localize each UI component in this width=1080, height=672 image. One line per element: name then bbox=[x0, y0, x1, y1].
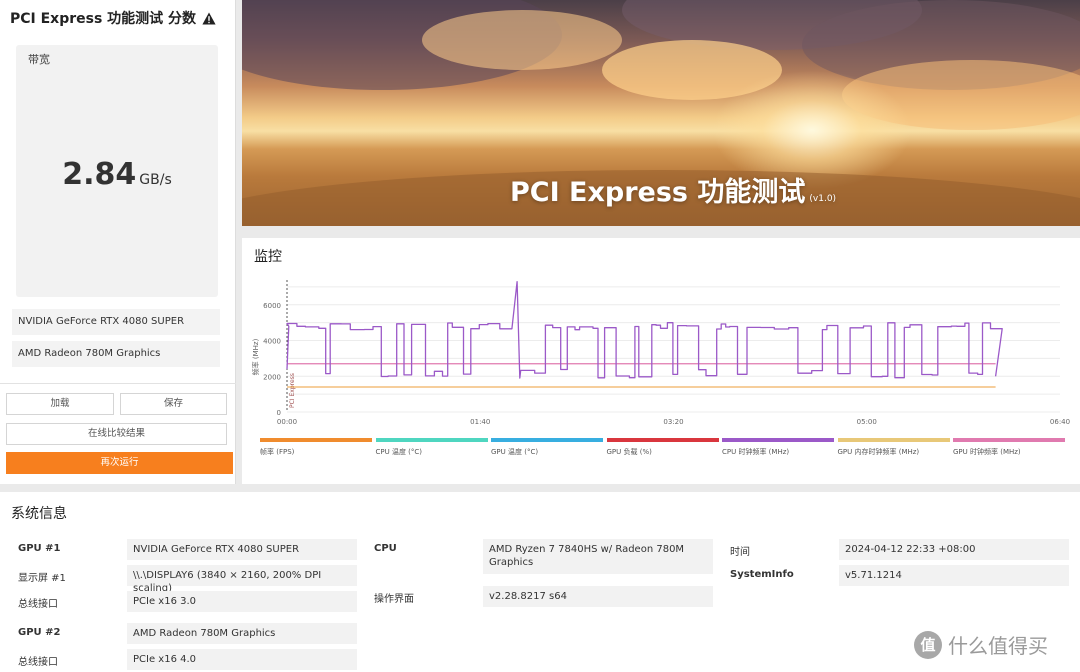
gpu1-value: NVIDIA GeForce RTX 4080 SUPER bbox=[127, 539, 357, 560]
interface-label: 操作界面 bbox=[374, 594, 414, 605]
y-tick-label: 0 bbox=[277, 409, 281, 417]
bandwidth-card: 带宽 2.84 GB/s bbox=[16, 45, 218, 297]
bus-interface-1-value: PCIe x16 3.0 bbox=[127, 591, 357, 612]
gpu-entry-2: AMD Radeon 780M Graphics bbox=[12, 341, 220, 367]
legend-item[interactable]: GPU 时钟频率 (MHz) bbox=[953, 438, 1065, 457]
display1-label: 显示屏 #1 bbox=[18, 573, 66, 584]
monitor-chart: 0 2000 4000 6000 00:00 01:40 03:20 05:00 06:40 频率… bbox=[251, 280, 1070, 426]
legend-label: CPU 温度 (°C) bbox=[375, 448, 423, 456]
bandwidth-number: 2.84 bbox=[62, 157, 137, 192]
cloud-shape bbox=[422, 10, 622, 70]
y-tick-label: 6000 bbox=[263, 302, 281, 310]
legend-swatch bbox=[606, 438, 719, 442]
start-marker-label: PCI Express bbox=[289, 373, 296, 408]
cpu-label: CPU bbox=[374, 543, 397, 554]
legend-swatch bbox=[260, 438, 372, 442]
x-tick-label: 01:40 bbox=[470, 418, 490, 426]
gpu-entry-1: NVIDIA GeForce RTX 4080 SUPER bbox=[12, 309, 220, 335]
interface-value: v2.28.8217 s64 bbox=[483, 586, 713, 607]
legend-label: GPU 温度 (°C) bbox=[491, 448, 539, 456]
cpu-value: AMD Ryzen 7 7840HS w/ Radeon 780M Graphi… bbox=[483, 539, 713, 574]
legend-swatch bbox=[375, 438, 488, 442]
monitor-panel: 监控 0 2000 4000 6000 00:00 01:40 03:20 05:00 06:4… bbox=[242, 238, 1080, 484]
run-again-button[interactable]: 再次运行 bbox=[6, 452, 233, 474]
y-tick-label: 2000 bbox=[263, 373, 281, 381]
y-tick-label: 4000 bbox=[263, 338, 281, 346]
system-info-title: 系统信息 bbox=[11, 506, 67, 522]
time-value: 2024-04-12 22:33 +08:00 bbox=[839, 539, 1069, 560]
systeminfo-label: SystemInfo bbox=[730, 569, 794, 580]
legend-label: CPU 时钟频率 (MHz) bbox=[722, 448, 790, 456]
load-button[interactable]: 加载 bbox=[6, 393, 114, 415]
systeminfo-value: v5.71.1214 bbox=[839, 565, 1069, 586]
legend-swatch bbox=[837, 438, 950, 442]
gpu2-value: AMD Radeon 780M Graphics bbox=[127, 623, 357, 644]
x-tick-label: 00:00 bbox=[277, 418, 297, 426]
banner-title-text: PCI Express 功能测试 bbox=[510, 177, 806, 208]
save-button[interactable]: 保存 bbox=[120, 393, 227, 415]
score-panel: PCI Express 功能测试 分数 带宽 2.84 GB/s NVIDIA G… bbox=[0, 0, 236, 484]
legend-label: GPU 负载 (%) bbox=[606, 448, 652, 456]
time-label: 时间 bbox=[730, 547, 750, 558]
legend-item[interactable]: GPU 负载 (%) bbox=[606, 438, 719, 457]
legend-swatch bbox=[491, 438, 603, 442]
x-tick-label: 03:20 bbox=[663, 418, 683, 426]
x-tick-label: 06:40 bbox=[1050, 418, 1070, 426]
y-axis-label: 频率 (MHz) bbox=[251, 338, 260, 375]
banner-version: (v1.0) bbox=[809, 194, 837, 204]
legend-item[interactable]: CPU 温度 (°C) bbox=[375, 438, 488, 457]
system-info-panel: 系统信息 GPU #1 NVIDIA GeForce RTX 4080 SUPE… bbox=[0, 492, 1080, 672]
legend-label: GPU 时钟频率 (MHz) bbox=[953, 448, 1021, 456]
bandwidth-label: 带宽 bbox=[28, 53, 50, 66]
legend-swatch bbox=[953, 438, 1065, 442]
legend-item[interactable]: 帧率 (FPS) bbox=[260, 438, 372, 457]
legend-item[interactable]: CPU 时钟频率 (MHz) bbox=[722, 438, 834, 457]
watermark-logo: 值 bbox=[914, 630, 942, 659]
warning-icon[interactable] bbox=[202, 12, 216, 25]
bandwidth-value: 2.84 GB/s bbox=[16, 157, 218, 192]
monitor-title: 监控 bbox=[254, 249, 282, 265]
score-title-text: PCI Express 功能测试 分数 bbox=[10, 11, 197, 27]
banner-image: PCI Express 功能测试 (v1.0) bbox=[242, 0, 1080, 226]
watermark-text: 什么值得买 bbox=[948, 634, 1048, 658]
legend-swatch bbox=[722, 438, 834, 442]
compare-online-button[interactable]: 在线比较结果 bbox=[6, 423, 227, 445]
banner-title: PCI Express 功能测试 (v1.0) bbox=[510, 170, 836, 209]
watermark: 值 什么值得买 bbox=[914, 630, 1048, 659]
chart-legend: 帧率 (FPS) CPU 温度 (°C) GPU 温度 (°C) GPU 负载 (%)… bbox=[260, 438, 1072, 468]
legend-item[interactable]: GPU 温度 (°C) bbox=[491, 438, 603, 457]
legend-label: GPU 内存时钟频率 (MHz) bbox=[837, 448, 920, 456]
display1-value: \\.\DISPLAY6 (3840 × 2160, 200% DPI scal… bbox=[127, 565, 357, 594]
bandwidth-unit: GB/s bbox=[139, 172, 172, 188]
bus-interface-1-label: 总线接口 bbox=[18, 599, 58, 610]
wheat-field bbox=[242, 170, 1080, 226]
bus-interface-2-value: PCIe x16 4.0 bbox=[127, 649, 357, 670]
cpu-clock-series bbox=[286, 280, 1003, 379]
legend-item[interactable]: GPU 内存时钟频率 (MHz) bbox=[837, 438, 950, 457]
gpu1-label: GPU #1 bbox=[18, 543, 61, 554]
x-tick-label: 05:00 bbox=[857, 418, 877, 426]
divider bbox=[0, 383, 236, 384]
legend-label: 帧率 (FPS) bbox=[260, 448, 295, 456]
bus-interface-2-label: 总线接口 bbox=[18, 657, 58, 668]
gpu2-label: GPU #2 bbox=[18, 627, 61, 638]
score-title: PCI Express 功能测试 分数 bbox=[10, 8, 216, 28]
